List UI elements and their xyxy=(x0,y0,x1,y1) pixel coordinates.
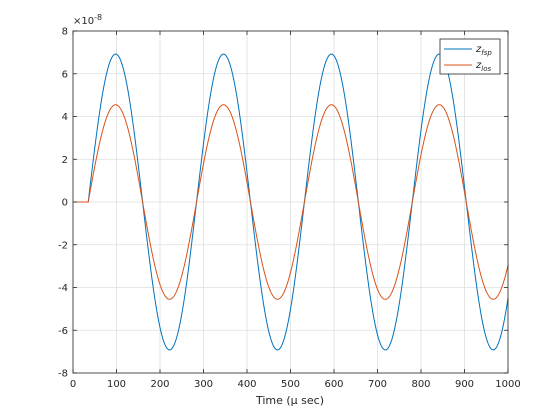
y-tick-label: -2 xyxy=(58,240,68,251)
x-tick-label: 500 xyxy=(281,379,300,390)
legend-label-fsp: zfsp xyxy=(475,44,492,57)
legend-box xyxy=(439,38,501,75)
x-tick-label: 400 xyxy=(237,379,256,390)
x-tick-label: 600 xyxy=(324,379,343,390)
series-line-fsp xyxy=(73,53,509,351)
y-tick-label: 0 xyxy=(62,198,68,209)
legend-label-los: zlos xyxy=(475,60,491,73)
series-line-los xyxy=(73,104,509,300)
x-tick-label: 300 xyxy=(194,379,213,390)
legend: zfsp zlos xyxy=(439,38,501,75)
legend-label-fsp-main: z xyxy=(475,44,482,55)
y-tick-label: 2 xyxy=(62,155,68,166)
y-exponent-label: ×10-8 xyxy=(73,13,102,27)
x-tick-label: 700 xyxy=(368,379,387,390)
y-tick-label: -8 xyxy=(58,369,68,380)
x-tick-label: 900 xyxy=(455,379,474,390)
y-tick-label: 6 xyxy=(62,69,68,80)
legend-label-los-main: z xyxy=(475,60,482,71)
axis-ticks: 0 100 200 300 400 500 600 700 800 900 1000 -8 -6 -4 -2… xyxy=(58,27,521,391)
y-tick-label: 8 xyxy=(62,27,68,38)
series-lines xyxy=(73,53,509,351)
y-exponent-power: -8 xyxy=(94,13,102,22)
y-tick-label: -6 xyxy=(58,326,68,337)
y-tick-label: 4 xyxy=(62,112,68,123)
y-tick-label: -4 xyxy=(58,283,68,294)
x-axis-label: Time (μ sec) xyxy=(255,394,324,407)
legend-label-fsp-sub: fsp xyxy=(481,49,492,57)
x-tick-label: 1000 xyxy=(495,379,520,390)
x-tick-label: 200 xyxy=(150,379,169,390)
y-exponent-base: ×10 xyxy=(73,16,94,27)
x-tick-label: 800 xyxy=(411,379,430,390)
legend-label-los-sub: los xyxy=(481,65,491,73)
x-tick-label: 100 xyxy=(107,379,126,390)
x-tick-label: 0 xyxy=(70,379,76,390)
